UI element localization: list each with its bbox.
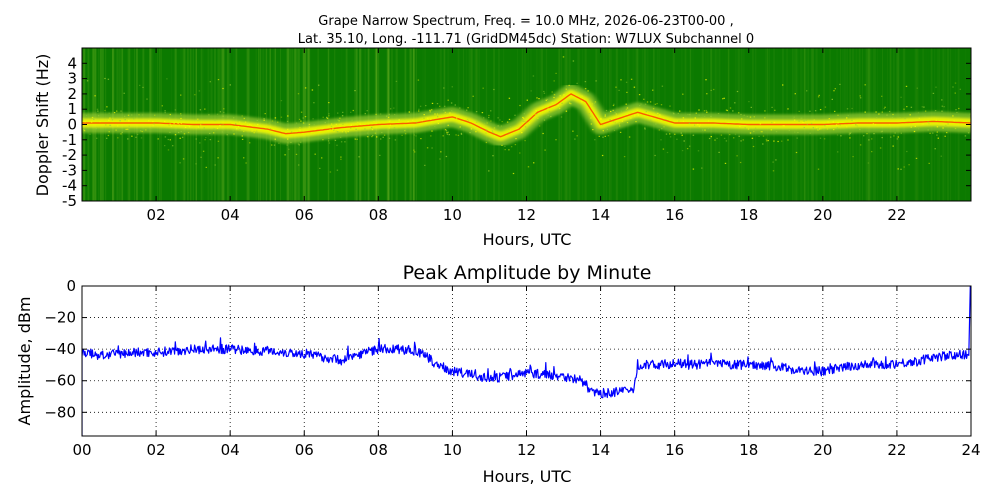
amplitude-grid — [82, 286, 971, 436]
spectrogram-x-tick-label: 12 — [517, 206, 536, 224]
spectrogram-x-ticks: 02 04 06 08 10 12 14 16 18 20 22 — [147, 48, 906, 224]
amplitude-x-tick-label: 08 — [369, 441, 388, 459]
amplitude-x-tick-label: 00 — [72, 441, 91, 459]
spectrum-title-line2: Lat. 35.10, Long. -111.71 (GridDM45dc) S… — [298, 32, 754, 47]
spectrogram-x-tick-label: 06 — [295, 206, 314, 224]
amplitude-plot: 00 02 04 06 08 10 12 14 16 18 20 22 24 0 −20 −40 −60 −80 — [44, 277, 980, 459]
amplitude-x-tick-label: 14 — [591, 441, 610, 459]
spectrogram-y-tick-label: 3 — [67, 70, 77, 88]
spectrogram-x-tick-label: 18 — [739, 206, 758, 224]
amplitude-y-tick-label: −80 — [44, 403, 76, 421]
spectrogram-y-tick-label: -2 — [62, 146, 77, 164]
spectrogram-y-tick-label: -1 — [62, 131, 77, 149]
spectrogram-y-tick-label: -5 — [62, 192, 77, 210]
amplitude-y-tick-label: −60 — [44, 372, 76, 390]
amplitude-x-tick-label: 22 — [887, 441, 906, 459]
spectrogram-x-tick-label: 16 — [665, 206, 684, 224]
amplitude-series-line — [82, 286, 971, 436]
amplitude-title: Peak Amplitude by Minute — [403, 262, 652, 284]
amplitude-y-axis-label: Amplitude, dBm — [15, 297, 34, 426]
amplitude-y-tick-label: −20 — [44, 309, 76, 327]
spectrogram-x-tick-label: 04 — [221, 206, 240, 224]
spectrogram-y-tick-label: 0 — [67, 116, 77, 134]
spectrogram-x-tick-label: 14 — [591, 206, 610, 224]
amplitude-x-axis-label: Hours, UTC — [483, 467, 572, 486]
spectrogram-y-tick-label: 1 — [67, 100, 77, 118]
spectrogram-x-tick-label: 10 — [443, 206, 462, 224]
spectrogram-speckle — [82, 56, 971, 175]
spectrogram-y-tick-label: -3 — [62, 161, 77, 179]
spectrogram-x-tick-label: 02 — [147, 206, 166, 224]
amplitude-y-tick-label: −40 — [44, 340, 76, 358]
amplitude-x-ticks: 00 02 04 06 08 10 12 14 16 18 20 22 24 — [72, 286, 981, 459]
spectrogram-y-tick-label: 2 — [67, 85, 77, 103]
amplitude-x-tick-label: 12 — [517, 441, 536, 459]
amplitude-x-tick-label: 24 — [961, 441, 980, 459]
spectrogram-x-axis-label: Hours, UTC — [483, 230, 572, 249]
spectrogram-y-tick-label: -4 — [62, 177, 77, 195]
amplitude-x-tick-label: 04 — [221, 441, 240, 459]
amplitude-y-ticks: 0 −20 −40 −60 −80 — [44, 277, 971, 421]
spectrum-title-line1: Grape Narrow Spectrum, Freq. = 10.0 MHz,… — [318, 14, 733, 29]
spectrogram-y-axis-label: Doppler Shift (Hz) — [33, 54, 52, 197]
amplitude-y-tick-label: 0 — [66, 277, 76, 295]
spectrogram-x-tick-label: 22 — [887, 206, 906, 224]
amplitude-x-tick-label: 06 — [295, 441, 314, 459]
spectrogram-x-tick-label: 08 — [369, 206, 388, 224]
spectrogram-y-tick-label: 4 — [67, 54, 77, 72]
amplitude-x-tick-label: 02 — [147, 441, 166, 459]
amplitude-x-tick-label: 20 — [813, 441, 832, 459]
amplitude-x-tick-label: 18 — [739, 441, 758, 459]
amplitude-x-tick-label: 16 — [665, 441, 684, 459]
amplitude-background — [82, 286, 971, 436]
amplitude-x-tick-label: 10 — [443, 441, 462, 459]
spectrogram-x-tick-label: 20 — [813, 206, 832, 224]
